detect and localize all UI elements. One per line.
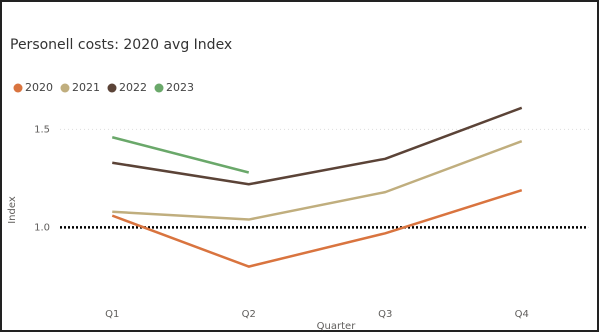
- legend-marker: [60, 83, 70, 93]
- legend-marker: [13, 83, 23, 93]
- x-tick-label: Q3: [378, 309, 392, 320]
- x-axis-label: Quarter: [317, 321, 357, 332]
- legend-label: 2020: [25, 81, 53, 94]
- x-tick-label: Q4: [515, 309, 529, 320]
- legend-label: 2021: [72, 81, 100, 94]
- series-line: [111, 188, 523, 268]
- legend-label: 2023: [166, 81, 194, 94]
- series-line: [111, 136, 250, 174]
- series-line: [112, 139, 523, 221]
- legend-marker: [107, 83, 117, 93]
- y-axis-label: Index: [7, 196, 18, 224]
- legend-label: 2022: [119, 81, 147, 94]
- series-line: [112, 106, 523, 186]
- legend-marker: [154, 83, 164, 93]
- y-tick-label: 1.5: [34, 124, 50, 135]
- y-tick-label: 1.0: [34, 222, 50, 233]
- chart-title: Personell costs: 2020 avg Index: [10, 37, 232, 53]
- x-tick-label: Q2: [242, 309, 256, 320]
- x-tick-label: Q1: [105, 309, 119, 320]
